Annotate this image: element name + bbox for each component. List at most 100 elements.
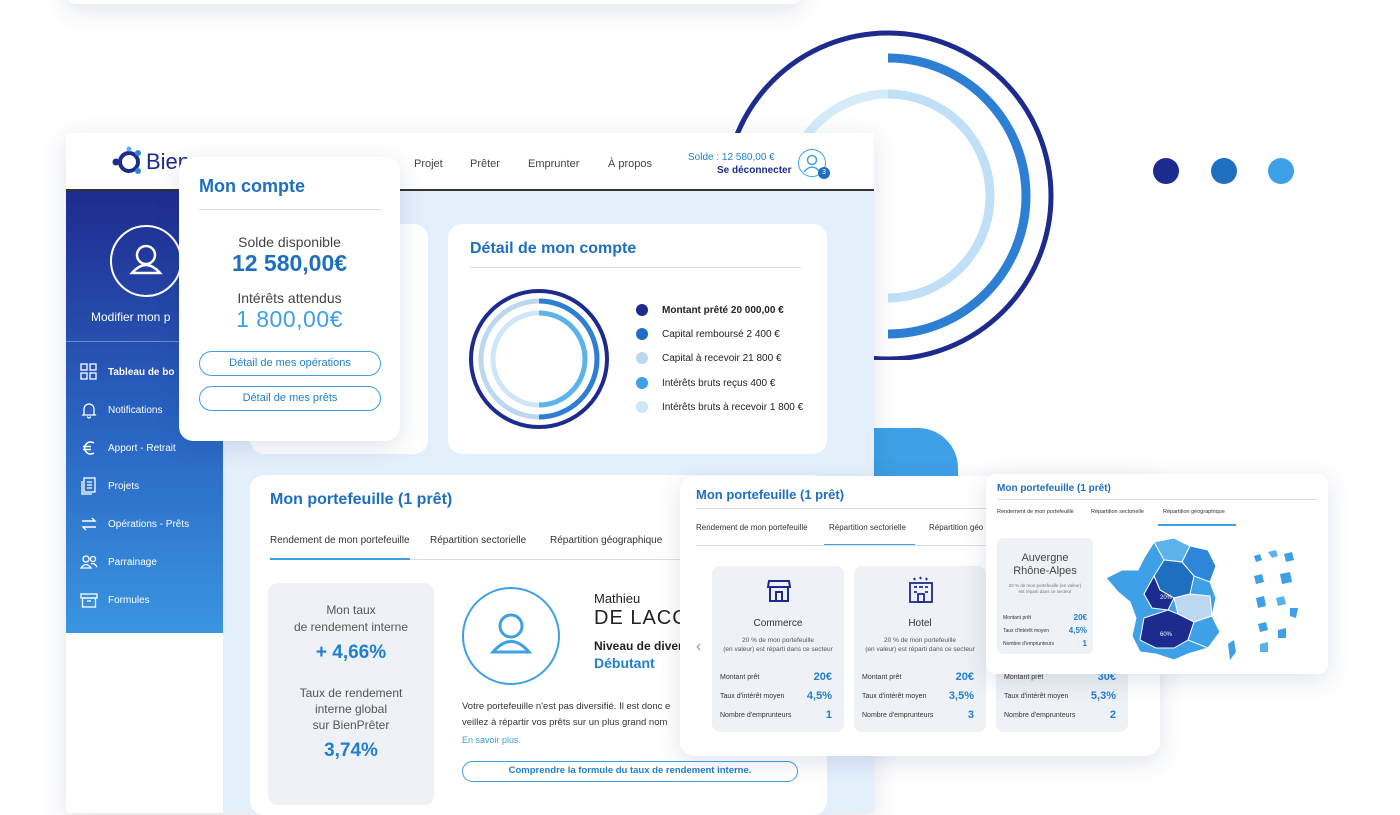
header-avatar[interactable]: 3 <box>798 149 830 179</box>
region-desc-1: 20 % de mon portefeuille (en valeur) <box>1008 583 1082 588</box>
global-rate-label-1: Taux de rendement <box>299 686 403 700</box>
investor-last-name: DE LACC <box>594 607 688 629</box>
geo-tab-sectorielle[interactable]: Répartition sectorielle <box>1091 509 1144 515</box>
documents-icon <box>81 477 96 495</box>
legend-label: Capital à recevoir 21 800 € <box>662 352 782 364</box>
learn-more-link[interactable]: En savoir plus. <box>462 735 522 745</box>
stat-amount: Montant prêt 30€ <box>1004 671 1116 683</box>
stat-label: Taux d'intérêt moyen <box>1004 692 1069 700</box>
sidebar-item-formules[interactable]: Formules <box>66 585 223 615</box>
user-icon <box>489 613 533 654</box>
sidebar-item-apport-retrait[interactable]: Apport - Retrait <box>66 433 223 463</box>
decorative-dot-blue <box>1211 158 1237 184</box>
tab-repartition-geographique[interactable]: Répartition géographique <box>550 535 663 546</box>
legend-swatch <box>636 401 648 413</box>
geo-tab-rendement[interactable]: Rendement de mon portefeuille <box>997 509 1074 515</box>
dashboard-icon <box>80 363 97 380</box>
geo-card: Mon portefeuille (1 prêt) Rendement de m… <box>986 474 1328 674</box>
stat-value: 3,5% <box>948 690 974 702</box>
nav-projet[interactable]: Projet <box>414 158 443 170</box>
map-label-a: 20% <box>1160 595 1173 601</box>
interest-label: Intérêts attendus <box>237 290 342 306</box>
account-donut-chart <box>469 289 609 429</box>
france-map[interactable]: 20% 60% <box>1104 536 1240 666</box>
stat-value: 5,3% <box>1090 690 1116 702</box>
formula-button[interactable]: Comprendre la formule du taux de rendeme… <box>462 761 798 782</box>
bell-icon <box>81 403 97 419</box>
rate-box: Mon taux de rendement interne + 4,66% Ta… <box>268 583 434 805</box>
decorative-shape <box>874 428 958 478</box>
tabs-divider <box>270 559 807 560</box>
geo-title-divider <box>997 499 1317 500</box>
overseas-territories-map <box>1254 550 1298 652</box>
stat-label: Taux d'intérêt moyen <box>720 692 785 700</box>
stat-rate: Taux d'intérêt moyen 3,5% <box>862 690 974 702</box>
stat-label: Nombre d'emprunteurs <box>720 711 792 719</box>
sidebar-item-projets[interactable]: Projets <box>66 471 223 501</box>
legend-label: Capital remboursé 2 400 € <box>662 328 780 340</box>
sector-card-title: Mon portefeuille (1 prêt) <box>696 487 845 502</box>
region-desc-2: est réparti dans ce secteur <box>1018 589 1072 594</box>
global-rate-label-3: sur BienPrêter <box>312 718 390 732</box>
stat-value: 4,5% <box>1068 626 1087 635</box>
tab-rendement[interactable]: Rendement de mon portefeuille <box>270 535 410 546</box>
sidebar-item-dashboard[interactable]: Tableau de bo <box>66 357 223 387</box>
hotel-icon <box>909 576 933 603</box>
stat-label: Montant prêt <box>720 673 760 681</box>
stat-label: Montant prêt <box>1004 673 1044 681</box>
logout-link[interactable]: Se déconnecter <box>717 165 792 176</box>
legend-label: Intérêts bruts reçus 400 € <box>662 377 776 389</box>
rate-label-2: de rendement interne <box>293 620 409 634</box>
sector-name: Hotel <box>908 618 932 629</box>
sidebar-item-label: Notifications <box>108 404 163 416</box>
sector-commerce: Commerce 20 % de mon portefeuille (en va… <box>712 566 844 732</box>
balance-label: Solde disponible <box>238 234 341 250</box>
sidebar-avatar[interactable] <box>110 225 182 297</box>
sidebar-item-label: Opérations - Prêts <box>108 518 190 530</box>
global-rate-value: 3,74% <box>324 740 378 761</box>
sidebar-item-label: Projets <box>108 480 140 492</box>
title-divider <box>470 267 801 268</box>
loans-detail-button[interactable]: Détail de mes prêts <box>199 386 381 411</box>
transfer-icon <box>81 517 97 531</box>
logo-icon <box>112 146 141 174</box>
sector-tab-geo[interactable]: Répartition géo <box>929 523 984 532</box>
sidebar-divider <box>66 341 223 342</box>
nav-a-propos[interactable]: À propos <box>608 158 653 170</box>
sector-tab-rendement[interactable]: Rendement de mon portefeuille <box>696 523 808 532</box>
geo-card-title: Mon portefeuille (1 prêt) <box>997 483 1111 494</box>
region-stat-borrowers: Nombre d'emprunteurs 1 <box>1003 639 1087 648</box>
operations-detail-button[interactable]: Détail de mes opérations <box>199 351 381 376</box>
stat-label: Montant prêt <box>862 673 902 681</box>
legend-interets-recevoir: Intérêts bruts à recevoir 1 800 € <box>636 401 803 413</box>
geo-tab-geographique[interactable]: Répartition géographique <box>1163 509 1225 515</box>
sidebar-item-notifications[interactable]: Notifications <box>66 395 223 425</box>
decorative-dot-navy <box>1153 158 1179 184</box>
nav-preter[interactable]: Prêter <box>470 158 500 170</box>
stat-value: 1 <box>1082 639 1087 648</box>
stat-value: 20€ <box>813 671 832 683</box>
sidebar-item-parrainage[interactable]: Parrainage <box>66 547 223 577</box>
stat-rate: Taux d'intérêt moyen 4,5% <box>720 690 832 702</box>
notification-badge: 3 <box>818 167 830 179</box>
region-name-1: Auvergne <box>1021 552 1069 564</box>
logo[interactable]: Bien <box>110 145 190 179</box>
stat-value: 1 <box>825 709 832 721</box>
sector-hotel: Hotel 20 % de mon portefeuille (en valeu… <box>854 566 986 732</box>
sector-desc-1: 20 % de mon portefeuille <box>884 637 956 644</box>
carousel-prev-icon[interactable]: ‹ <box>696 638 702 655</box>
legend-swatch <box>636 377 648 389</box>
sidebar-item-operations-prets[interactable]: Opérations - Prêts <box>66 509 223 539</box>
legend-swatch <box>636 304 648 316</box>
tab-repartition-sectorielle[interactable]: Répartition sectorielle <box>430 535 527 546</box>
legend-label: Intérêts bruts à recevoir 1 800 € <box>662 401 804 413</box>
stat-borrowers: Nombre d'emprunteurs 1 <box>720 709 832 721</box>
euro-icon <box>83 441 95 455</box>
popup-divider <box>199 209 381 210</box>
legend-swatch <box>636 328 648 340</box>
stat-label: Nombre d'emprunteurs <box>862 711 934 719</box>
edit-profile-link[interactable]: Modifier mon p <box>91 310 171 324</box>
sector-tab-sectorielle[interactable]: Répartition sectorielle <box>829 523 906 532</box>
nav-emprunter[interactable]: Emprunter <box>528 158 580 170</box>
region-stat-rate: Taux d'intérêt moyen 4,5% <box>1003 626 1087 635</box>
